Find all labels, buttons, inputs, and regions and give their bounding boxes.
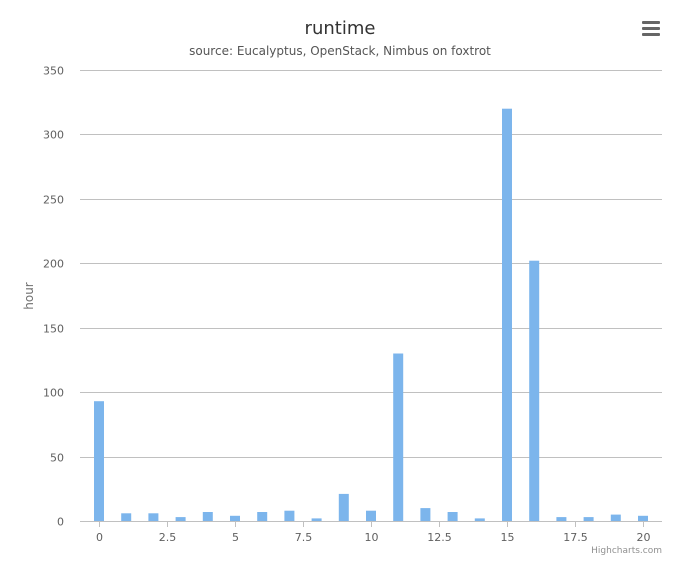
y-axis-ticks: 0 50 100 150 200 250 300 350: [43, 65, 64, 529]
y-tick-label: 250: [43, 194, 64, 207]
bar[interactable]: [393, 353, 404, 522]
y-tick-label: 300: [43, 129, 64, 142]
x-tick-label: 17.5: [563, 531, 588, 544]
y-tick-label: 150: [43, 323, 64, 336]
chart-subtitle: source: Eucalyptus, OpenStack, Nimbus on…: [189, 44, 491, 58]
bar[interactable]: [257, 512, 268, 521]
y-tick-label: 0: [57, 516, 64, 529]
bar[interactable]: [148, 513, 159, 521]
x-tick-label: 15: [501, 531, 515, 544]
menu-line: [642, 27, 660, 30]
y-tick-label: 350: [43, 65, 64, 78]
x-tick-label: 10: [365, 531, 379, 544]
bar[interactable]: [202, 512, 213, 521]
y-tick-label: 100: [43, 387, 64, 400]
bar[interactable]: [420, 508, 431, 521]
bar[interactable]: [230, 515, 240, 521]
bar[interactable]: [583, 517, 594, 521]
bar[interactable]: [502, 108, 512, 521]
bar[interactable]: [338, 493, 349, 521]
x-tick-label: 20: [637, 531, 651, 544]
y-tick-label: 200: [43, 258, 64, 271]
x-tick-label: 7.5: [295, 531, 313, 544]
bar[interactable]: [121, 513, 132, 521]
x-tick-label: 12.5: [427, 531, 452, 544]
bar[interactable]: [638, 515, 648, 521]
bar[interactable]: [529, 260, 540, 521]
bar[interactable]: [610, 514, 621, 521]
x-tick-label: 0: [96, 531, 103, 544]
credits-link[interactable]: Highcharts.com: [591, 546, 662, 556]
hamburger-menu-icon[interactable]: [638, 18, 664, 42]
x-tick-label: 2.5: [159, 531, 177, 544]
menu-line: [642, 21, 660, 24]
bar[interactable]: [474, 518, 485, 521]
x-tick-label: 5: [232, 531, 239, 544]
menu-line: [642, 33, 660, 36]
bar[interactable]: [556, 517, 567, 521]
bar[interactable]: [311, 518, 322, 521]
bar[interactable]: [94, 401, 104, 521]
chart-title: runtime: [305, 18, 376, 39]
bar[interactable]: [175, 517, 186, 521]
y-axis-label: hour: [22, 282, 36, 310]
bar[interactable]: [366, 510, 376, 521]
bar[interactable]: [447, 512, 458, 521]
x-axis-ticks: 0 2.5 5 7.5 10 12.5 15 17.5 20: [80, 521, 662, 544]
y-tick-label: 50: [50, 452, 64, 465]
grid-lines: [80, 70, 662, 522]
bar-series: [94, 108, 648, 522]
bar[interactable]: [284, 510, 295, 521]
